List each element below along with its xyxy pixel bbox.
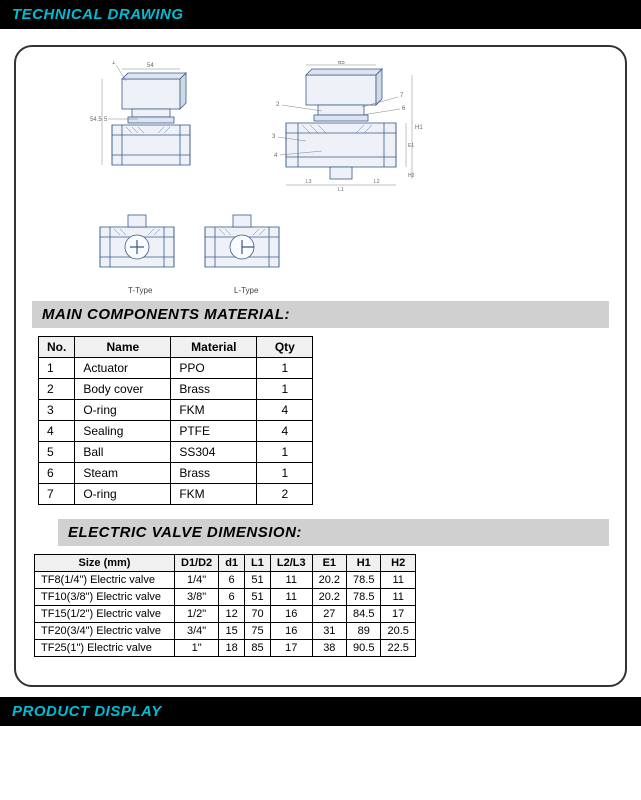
footer-bar: PRODUCT DISPLAY [0,697,641,726]
table-row: TF8(1/4") Electric valve1/4"6511120.278.… [35,572,416,589]
drawing-side-elevation: 65 H1 E1 H2 L3 L1 L2 2 4 3 7 [262,61,432,191]
dimensions-title: ELECTRIC VALVE DIMENSION: [58,519,609,546]
svg-text:H2: H2 [408,173,415,179]
components-title: MAIN COMPONENTS MATERIAL: [32,301,609,328]
technical-drawings: 54 54.5 1 5 [32,61,609,291]
col-no: No. [39,337,75,358]
header-title: TECHNICAL DRAWING [12,6,184,23]
col-qty: Qty [257,337,313,358]
content-frame: 54 54.5 1 5 [14,45,627,687]
footer-title: PRODUCT DISPLAY [12,703,162,720]
col-material: Material [171,337,257,358]
svg-text:L3: L3 [306,179,312,185]
svg-text:E1: E1 [408,143,414,149]
drawing-l-type [197,211,287,286]
table-row: TF15(1/2") Electric valve1/2"1270162784.… [35,606,416,623]
table-row: 1ActuatorPPO1 [39,358,313,379]
l-type-label: L-Type [234,286,258,295]
table-row: 2Body coverBrass1 [39,379,313,400]
svg-text:6: 6 [402,106,406,112]
table-row: 4SealingPTFE4 [39,421,313,442]
table-row: 3O-ringFKM4 [39,400,313,421]
table-row: 6SteamBrass1 [39,463,313,484]
svg-text:3: 3 [272,134,276,140]
table-row: 5BallSS3041 [39,442,313,463]
components-table: No. Name Material Qty 1ActuatorPPO12Body… [38,336,313,505]
table-row: 7O-ringFKM2 [39,484,313,505]
svg-text:L2: L2 [374,179,380,185]
svg-text:54.5: 54.5 [90,117,102,123]
svg-text:4: 4 [274,153,278,159]
t-type-label: T-Type [128,286,152,295]
table-row: TF25(1") Electric valve1"1885173890.522.… [35,640,416,657]
table-row: TF10(3/8") Electric valve3/8"6511120.278… [35,589,416,606]
drawing-front-elevation: 54 54.5 1 5 [82,61,222,181]
svg-text:1: 1 [112,61,116,66]
svg-text:2: 2 [276,102,280,108]
svg-text:5: 5 [104,117,108,123]
drawing-t-type [92,211,182,286]
dimensions-table: Size (mm)D1/D2d1L1L2/L3E1H1H2 TF8(1/4") … [34,554,416,657]
svg-text:H1: H1 [415,125,423,131]
svg-text:54: 54 [147,63,154,69]
svg-text:L1: L1 [338,187,344,191]
svg-text:7: 7 [400,93,404,99]
col-name: Name [75,337,171,358]
header-bar: TECHNICAL DRAWING [0,0,641,29]
svg-text:65: 65 [338,61,345,66]
table-row: TF20(3/4") Electric valve3/4"15751631892… [35,623,416,640]
